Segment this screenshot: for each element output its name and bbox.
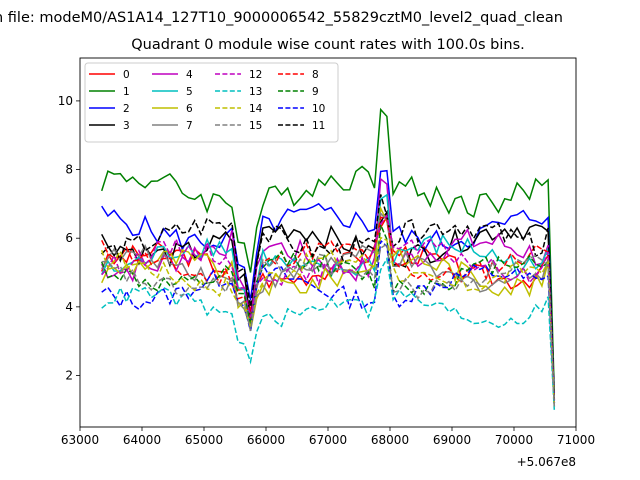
x-tick-label: 71000 [557,433,595,447]
legend-label-12: 12 [249,69,262,81]
y-tick-label: 2 [65,369,73,383]
x-tick-label: 69000 [433,433,471,447]
series-line-8 [101,216,556,404]
legend-label-8: 8 [312,69,319,81]
x-offset-label: +5.067e8 [517,455,576,469]
x-tick-label: 64000 [123,433,161,447]
x-tick-label: 70000 [495,433,533,447]
legend-label-7: 7 [186,120,193,132]
series-layer [100,107,556,410]
x-axis: 63000 64000 65000 66000 67000 68000 69000 70000… [61,427,595,447]
x-tick-label: 63000 [61,433,99,447]
series-line-2 [101,169,556,404]
legend-label-9: 9 [312,86,319,98]
series-line-11 [101,194,556,400]
series-line-4 [101,177,556,404]
chart-title: Quadrant 0 module wise count rates with … [131,37,525,53]
legend-label-14: 14 [249,103,263,115]
y-axis: 2 4 6 8 10 [58,94,80,383]
legend-frame [84,62,339,143]
x-tick-label: 67000 [309,433,347,447]
x-tick-label: 68000 [371,433,409,447]
legend-label-0: 0 [123,69,130,81]
legend-label-10: 10 [312,103,325,115]
x-tick-label: 66000 [247,433,285,447]
y-tick-label: 6 [65,231,73,245]
series-line-9 [101,224,556,404]
legend-label-15: 15 [249,120,262,132]
figure-suptitle: n file: modeM0/AS1A14_127T10_9000006542_… [0,10,563,26]
series-line-1 [100,107,556,393]
legend-label-2: 2 [123,103,130,115]
x-tick-label: 65000 [185,433,223,447]
series-line-13 [101,256,556,410]
legend-label-3: 3 [123,120,130,132]
series-line-14 [100,236,556,407]
legend-label-4: 4 [186,69,193,81]
legend-label-13: 13 [249,86,262,98]
legend-label-6: 6 [186,103,193,115]
legend-label-5: 5 [186,86,193,98]
legend-label-1: 1 [123,86,130,98]
series-line-15 [101,242,556,407]
y-tick-label: 10 [58,94,73,108]
series-line-10 [101,239,556,407]
legend-label-11: 11 [312,120,325,132]
y-tick-label: 8 [65,163,73,177]
y-tick-label: 4 [65,300,73,314]
